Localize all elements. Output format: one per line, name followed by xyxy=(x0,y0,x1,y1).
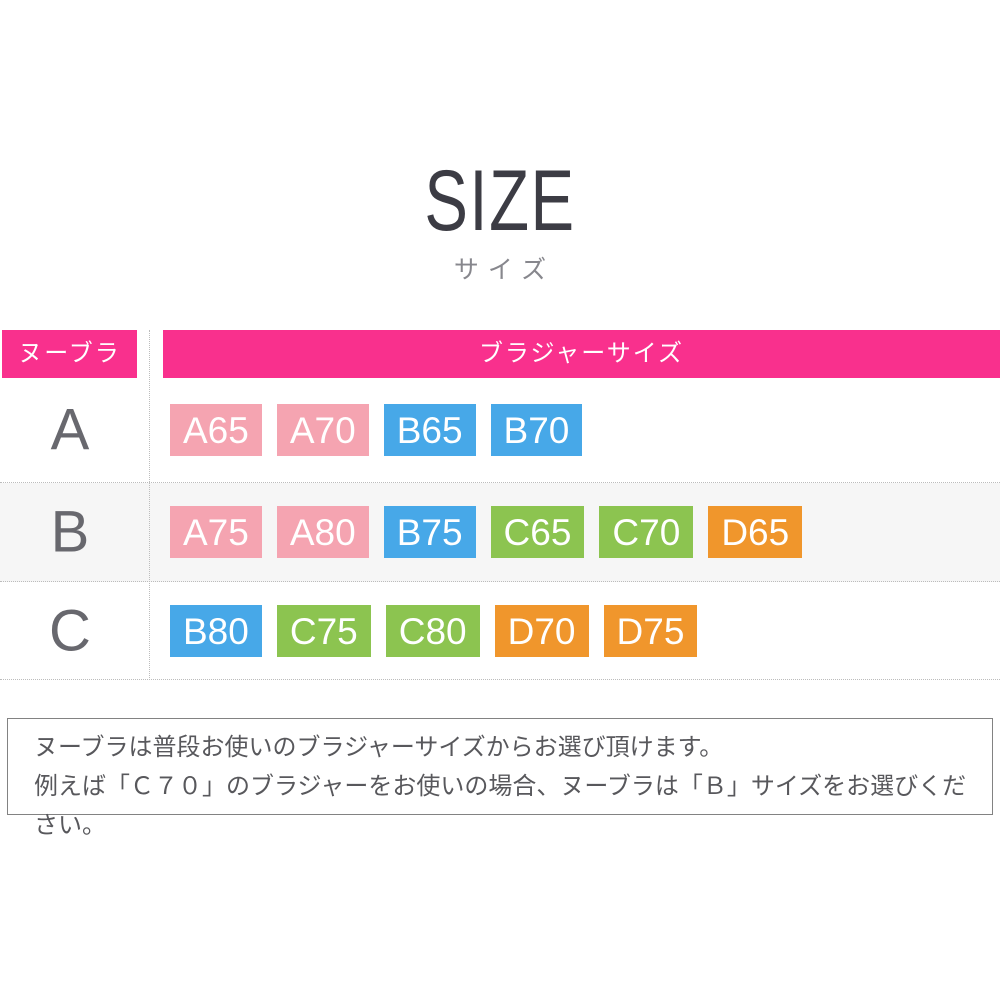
table-row: A A65 A70 B65 B70 xyxy=(0,378,1000,483)
size-note-line-2: 例えば「Ｃ７０」のブラジャーをお使いの場合、ヌーブラは「Ｂ」サイズをお選びくださ… xyxy=(34,773,967,839)
bra-size-badge: A75 xyxy=(170,506,262,558)
bra-size-badge: C70 xyxy=(599,506,694,558)
size-note-line-1: ヌーブラは普段お使いのブラジャーサイズからお選び頂けます。 xyxy=(34,734,724,761)
header-gap xyxy=(137,330,163,378)
bra-size-badge: A65 xyxy=(170,404,262,456)
bra-size-badge: B65 xyxy=(383,404,476,456)
table-row: C B80 C75 C80 D70 D75 xyxy=(0,582,1000,680)
column-divider-line xyxy=(149,330,150,680)
bra-size-badge: C80 xyxy=(385,604,480,657)
column-header-bra-size: ブラジャーサイズ xyxy=(163,330,1000,378)
bra-size-badge: A70 xyxy=(276,404,369,456)
nubra-size-label: A xyxy=(50,397,90,463)
bra-size-badge: B80 xyxy=(170,604,262,657)
bra-size-badge: C75 xyxy=(276,604,371,657)
badge-group: A65 A70 B65 B70 xyxy=(170,404,583,456)
bra-size-badge: D65 xyxy=(708,506,803,558)
badge-group: B80 C75 C80 D70 D75 xyxy=(170,604,698,657)
nubra-size-label: B xyxy=(50,499,90,565)
bra-size-badge: A80 xyxy=(276,506,369,558)
size-table: ヌーブラ ブラジャーサイズ A A65 A70 B65 B70 B A75 A8… xyxy=(0,330,1000,680)
size-note-box: ヌーブラは普段お使いのブラジャーサイズからお選び頂けます。 例えば「Ｃ７０」のブ… xyxy=(7,718,993,839)
bra-size-badge: D75 xyxy=(603,604,698,657)
page-title: SIZE xyxy=(424,153,576,249)
nubra-size-label: C xyxy=(49,598,91,663)
table-row: B A75 A80 B75 C65 C70 D65 xyxy=(0,483,1000,582)
page-subtitle: サイズ xyxy=(453,256,556,284)
bra-size-badge: B75 xyxy=(383,506,476,558)
bra-size-badge: C65 xyxy=(490,506,585,558)
bra-size-badge: D70 xyxy=(494,604,589,657)
bra-size-badge: B70 xyxy=(490,404,583,456)
column-header-nubra: ヌーブラ xyxy=(2,330,137,378)
table-header-row: ヌーブラ ブラジャーサイズ xyxy=(0,330,1000,378)
badge-group: A75 A80 B75 C65 C70 D65 xyxy=(170,506,803,558)
